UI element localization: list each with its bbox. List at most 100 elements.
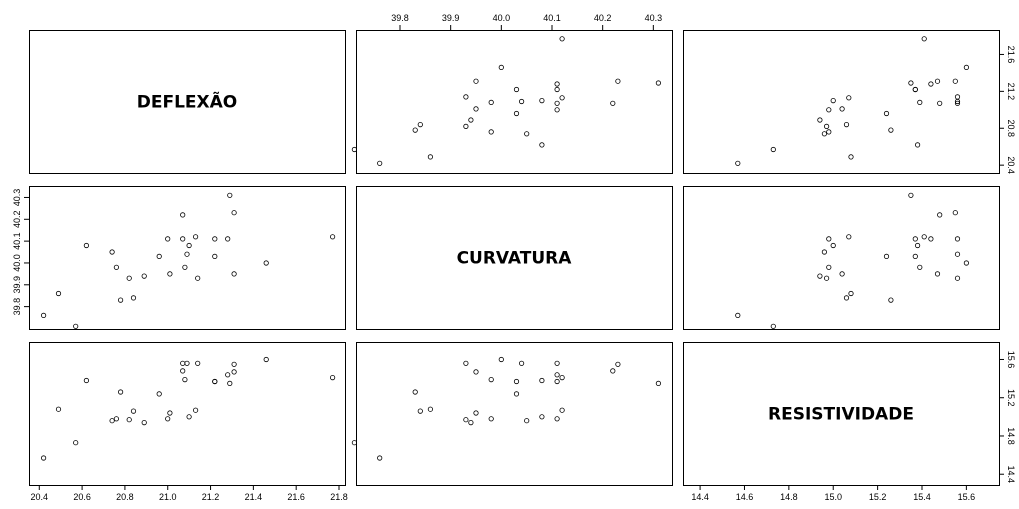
panel-frame: [683, 30, 1000, 174]
data-point-13: [473, 106, 479, 112]
data-point-12: [165, 236, 171, 242]
data-point-7: [118, 297, 124, 303]
data-point-24: [227, 380, 233, 386]
data-point-23: [554, 81, 560, 87]
data-point-7: [888, 297, 894, 303]
data-point-2: [427, 406, 433, 412]
data-point-10: [468, 419, 474, 426]
data-point-26: [934, 271, 941, 277]
data-point-20: [954, 94, 961, 100]
data-point-4: [539, 142, 545, 148]
data-point-12: [554, 107, 560, 113]
data-point-18: [186, 242, 192, 249]
data-point-25: [231, 210, 237, 216]
data-point-19: [193, 234, 199, 240]
data-point-28: [329, 374, 336, 381]
data-point-24: [655, 80, 662, 86]
data-point-1: [735, 312, 741, 318]
tick-label-resistividade: 15.0: [824, 492, 842, 502]
data-point-21: [912, 236, 918, 242]
data-point-6: [113, 264, 120, 270]
tick-label-deflexao: 21.6: [287, 492, 305, 502]
data-point-27: [498, 356, 504, 363]
data-point-10: [817, 273, 823, 279]
data-point-9: [130, 295, 137, 301]
data-point-18: [539, 414, 545, 420]
data-point-11: [156, 391, 162, 397]
tick-label-resistividade: 15.6: [1006, 351, 1016, 369]
data-point-10: [468, 117, 474, 123]
data-point-28: [559, 36, 565, 42]
tick-label-resistividade: 14.4: [691, 492, 709, 502]
panel-frame: [356, 186, 673, 330]
data-point-27: [263, 356, 269, 363]
data-point-17: [954, 251, 961, 257]
data-point-22: [513, 86, 520, 93]
tick-label-resistividade: 14.8: [1006, 427, 1016, 445]
tick-label-deflexao: 21.2: [202, 492, 220, 502]
panel-frame: [683, 342, 1000, 486]
panel-r3-c1: [29, 342, 346, 486]
data-point-9: [417, 408, 423, 414]
data-point-8: [126, 417, 132, 423]
data-point-18: [830, 98, 836, 104]
data-point-15: [610, 368, 616, 374]
panel-frame: [29, 342, 346, 486]
panel-r3-c2: [351, 342, 673, 486]
data-point-11: [513, 110, 520, 117]
data-point-13: [167, 410, 173, 416]
data-point-16: [488, 99, 494, 106]
data-point-9: [843, 295, 850, 301]
data-point-17: [518, 360, 525, 366]
tick-label-curvatura: 40.0: [12, 254, 22, 272]
data-point-2: [55, 290, 62, 297]
panel-frame: [683, 186, 1000, 330]
data-point-14: [180, 236, 186, 242]
data-point-12: [826, 236, 832, 242]
data-point-14: [554, 360, 560, 366]
panel-r1-c3: [683, 30, 1000, 174]
data-point-12: [165, 416, 171, 422]
data-point-5: [109, 418, 115, 424]
data-point-4: [914, 242, 921, 249]
data-point-24: [908, 80, 914, 86]
data-point-16: [182, 376, 188, 383]
tick-label-resistividade: 15.4: [913, 492, 931, 502]
tick-label-deflexao: 20.8: [116, 492, 134, 502]
data-point-25: [952, 78, 958, 84]
data-point-14: [954, 236, 961, 242]
data-point-13: [839, 106, 845, 112]
data-point-26: [934, 78, 941, 84]
data-point-8: [463, 123, 469, 130]
data-point-3: [770, 323, 776, 329]
tick-label-deflexao: 20.6: [73, 492, 91, 502]
data-point-22: [212, 378, 218, 385]
data-point-21: [554, 378, 560, 385]
variable-label: RESISTIVIDADE: [768, 405, 914, 425]
data-point-7: [412, 127, 418, 133]
data-point-6: [488, 416, 494, 422]
tick-label-curvatura: 40.2: [12, 211, 22, 229]
data-point-19: [193, 407, 199, 413]
data-point-6: [488, 129, 494, 135]
data-point-16: [917, 99, 923, 106]
tick-label-deflexao: 21.8: [330, 492, 348, 502]
data-point-27: [498, 64, 504, 71]
data-point-12: [826, 107, 832, 113]
panel-r2-c2: CURVATURA: [356, 186, 673, 330]
data-point-25: [231, 361, 237, 367]
data-point-23: [928, 236, 934, 242]
data-point-14: [954, 100, 961, 106]
data-point-23: [928, 81, 934, 87]
data-point-8: [823, 275, 830, 281]
data-point-5: [524, 418, 530, 424]
tick-label-resistividade: 15.2: [1006, 389, 1016, 407]
data-point-16: [917, 264, 923, 270]
data-point-26: [473, 78, 479, 84]
tick-label-curvatura: 40.0: [493, 13, 511, 23]
tick-label-deflexao: 21.0: [159, 492, 177, 502]
panel-r3-c3: RESISTIVIDADE: [683, 342, 1000, 486]
data-point-1: [377, 160, 383, 166]
data-point-20: [954, 275, 961, 281]
